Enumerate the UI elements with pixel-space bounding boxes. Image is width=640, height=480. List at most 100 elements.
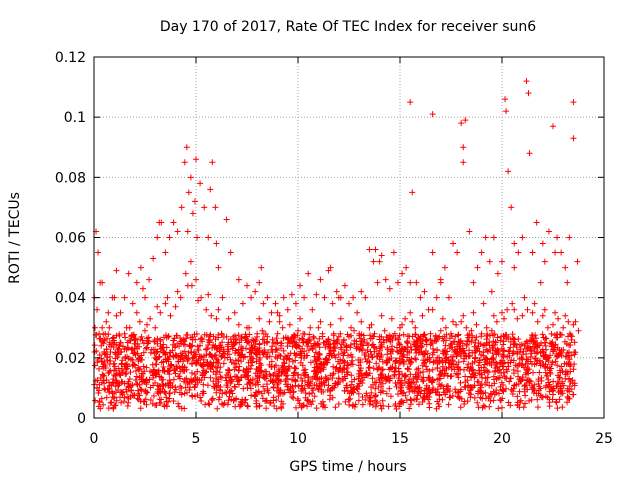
data-point	[335, 351, 342, 358]
data-point	[421, 288, 428, 295]
data-point	[305, 382, 312, 389]
data-point	[437, 327, 444, 334]
data-point	[477, 341, 484, 348]
data-point	[460, 312, 467, 319]
data-point	[337, 330, 344, 337]
data-point	[160, 341, 167, 348]
data-point	[514, 368, 521, 375]
data-point	[542, 393, 549, 400]
data-point	[310, 387, 317, 394]
data-point	[96, 365, 103, 372]
data-point	[129, 300, 136, 307]
data-point	[246, 324, 253, 331]
data-point	[260, 330, 267, 337]
data-point	[204, 382, 211, 389]
data-point	[399, 321, 406, 328]
data-point	[368, 384, 375, 391]
data-point	[266, 353, 273, 360]
data-point	[235, 332, 242, 339]
data-point	[147, 315, 154, 322]
data-point	[529, 338, 536, 345]
data-point	[335, 333, 342, 340]
data-point	[243, 372, 250, 379]
data-point	[560, 324, 567, 331]
data-point	[542, 363, 549, 370]
data-point	[227, 249, 234, 256]
data-point	[187, 174, 194, 181]
data-point	[500, 341, 507, 348]
data-point	[92, 397, 99, 404]
data-point	[102, 330, 109, 337]
data-point	[456, 394, 463, 401]
data-point	[143, 377, 150, 384]
data-point	[482, 381, 489, 388]
data-point	[570, 366, 577, 373]
data-point	[418, 388, 425, 395]
data-point	[526, 397, 533, 404]
data-point	[417, 294, 424, 301]
data-point	[570, 135, 577, 142]
data-point	[461, 366, 468, 373]
data-point	[462, 117, 469, 124]
data-point	[359, 393, 366, 400]
data-point	[309, 346, 316, 353]
data-point	[455, 332, 462, 339]
data-point	[213, 375, 220, 382]
data-point	[330, 330, 337, 337]
data-point	[471, 343, 478, 350]
data-point	[465, 361, 472, 368]
data-point	[292, 382, 299, 389]
data-point	[507, 359, 514, 366]
data-point	[288, 291, 295, 298]
data-point	[165, 382, 172, 389]
data-point	[299, 362, 306, 369]
data-point	[481, 356, 488, 363]
data-point	[473, 321, 480, 328]
data-point	[402, 346, 409, 353]
data-point	[266, 371, 273, 378]
data-point	[379, 366, 386, 373]
data-point	[242, 331, 249, 338]
data-point	[448, 366, 455, 373]
data-point	[249, 336, 256, 343]
data-point	[228, 377, 235, 384]
data-point	[358, 288, 365, 295]
data-point	[270, 397, 277, 404]
data-point	[225, 397, 232, 404]
data-point	[503, 385, 510, 392]
data-point	[514, 315, 521, 322]
data-point	[556, 374, 563, 381]
data-point	[377, 389, 384, 396]
data-point	[240, 354, 247, 361]
data-point	[357, 335, 364, 342]
data-point	[495, 405, 502, 412]
data-point	[278, 403, 285, 410]
data-point	[482, 389, 489, 396]
data-point	[537, 362, 544, 369]
data-point	[558, 352, 565, 359]
data-point	[417, 369, 424, 376]
data-point	[378, 405, 385, 412]
y-tick-label: 0.12	[55, 50, 86, 66]
data-point	[482, 234, 489, 241]
data-point	[218, 330, 225, 337]
data-point	[123, 324, 130, 331]
data-point	[521, 364, 527, 371]
data-point	[179, 366, 186, 373]
data-point	[399, 345, 406, 352]
data-point	[519, 312, 526, 319]
data-point	[231, 360, 238, 367]
data-point	[402, 315, 409, 322]
data-point	[103, 354, 110, 361]
data-point	[274, 373, 281, 380]
data-point	[313, 370, 320, 377]
data-point	[343, 382, 350, 389]
data-point	[346, 401, 353, 408]
data-point	[243, 345, 250, 352]
data-point	[397, 400, 404, 407]
data-point	[413, 378, 420, 385]
data-point	[191, 198, 198, 205]
data-point	[166, 395, 173, 402]
data-point	[469, 366, 476, 373]
data-point	[452, 386, 459, 393]
